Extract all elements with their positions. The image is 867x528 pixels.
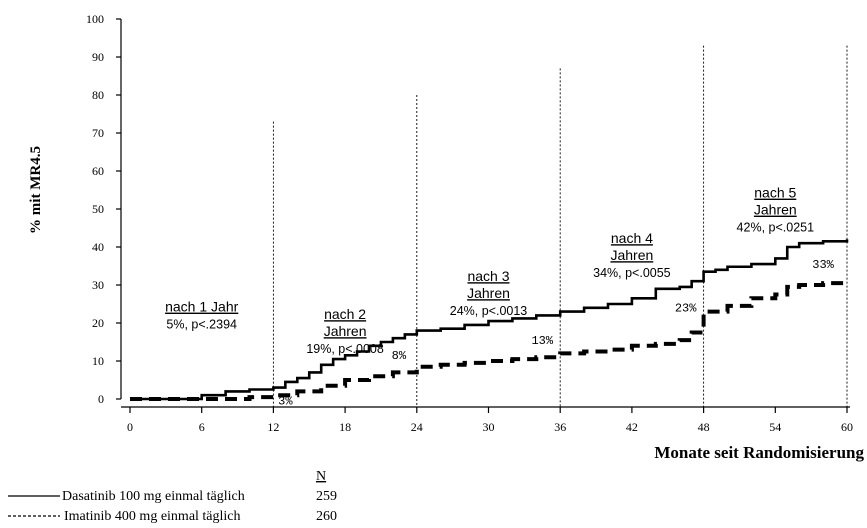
annotation-title: nach 4 (611, 230, 653, 246)
annotation-title: nach 5 (754, 185, 796, 201)
x-tick-label: 18 (339, 420, 351, 434)
axes (120, 19, 850, 408)
annotation-title: Jahren (754, 202, 797, 218)
y-tick-label: 10 (92, 354, 104, 368)
annotation-title: Jahren (467, 285, 510, 301)
period-annotation: nach 1 Jahr 5%, p<.2394 (165, 299, 238, 332)
x-tick-label: 48 (698, 420, 710, 434)
y-axis-label: % mit MR4.5 (28, 146, 44, 234)
x-ticks: 0 6 12 18 24 30 36 42 48 54 60 (127, 407, 853, 434)
x-axis-label: Monate seit Randomisierung (654, 443, 864, 462)
legend-entry-imatinib: Imatinib 400 mg einmal täglich 260 (8, 509, 337, 524)
y-tick-label: 60 (92, 164, 104, 178)
annotation-stat: 19%, p<.0008 (306, 342, 384, 356)
legend-n-value: 259 (316, 489, 337, 504)
annotation-title: nach 3 (467, 268, 509, 284)
y-tick-label: 40 (92, 240, 104, 254)
y-tick-label: 0 (98, 392, 104, 406)
y-tick-label: 100 (86, 12, 104, 26)
x-tick-label: 30 (483, 420, 495, 434)
annotation-title: Jahren (324, 323, 367, 339)
annotation-stat: 34%, p<.0055 (593, 266, 671, 280)
y-ticks: 0 10 20 30 40 50 60 70 80 90 100 (86, 12, 121, 406)
legend-entry-dasatinib: Dasatinib 100 mg einmal täglich 259 (8, 489, 337, 504)
series-line-dasatinib (130, 239, 849, 401)
y-tick-label: 50 (92, 202, 104, 216)
annotation-stat: 42%, p<.0251 (737, 221, 815, 235)
y-tick-label: 80 (92, 88, 104, 102)
legend-label: Imatinib 400 mg einmal täglich (64, 509, 241, 524)
y-tick-label: 20 (92, 316, 104, 330)
series-line-imatinib (130, 281, 849, 401)
reference-lines (272, 45, 848, 407)
x-tick-label: 6 (199, 420, 205, 434)
point-label: 3% (278, 395, 293, 409)
annotation-stat: 24%, p<.0013 (450, 304, 528, 318)
annotation-title: nach 1 Jahr (165, 299, 238, 315)
point-labels: 3% 8% 13% 23% 33% (278, 258, 835, 409)
x-tick-label: 36 (554, 420, 566, 434)
series-lines (130, 239, 849, 401)
legend-n-value: 260 (316, 509, 337, 524)
point-label: 13% (531, 334, 553, 348)
x-tick-label: 54 (769, 420, 781, 434)
annotation-title: Jahren (610, 247, 653, 263)
y-tick-label: 70 (92, 126, 104, 140)
legend-n-header: N (316, 469, 326, 484)
x-tick-label: 42 (626, 420, 638, 434)
point-label: 23% (675, 302, 697, 316)
x-tick-label: 24 (411, 420, 423, 434)
legend-label: Dasatinib 100 mg einmal täglich (62, 489, 245, 504)
x-tick-label: 0 (127, 420, 133, 434)
point-label: 8% (392, 349, 407, 363)
y-tick-label: 90 (92, 50, 104, 64)
point-label: 33% (812, 258, 834, 272)
x-tick-label: 60 (841, 420, 853, 434)
annotation-title: nach 2 (324, 306, 366, 322)
legend: N Dasatinib 100 mg einmal täglich 259 Im… (8, 469, 337, 524)
x-tick-label: 12 (267, 420, 279, 434)
y-tick-label: 30 (92, 278, 104, 292)
annotation-stat: 5%, p<.2394 (166, 318, 237, 332)
